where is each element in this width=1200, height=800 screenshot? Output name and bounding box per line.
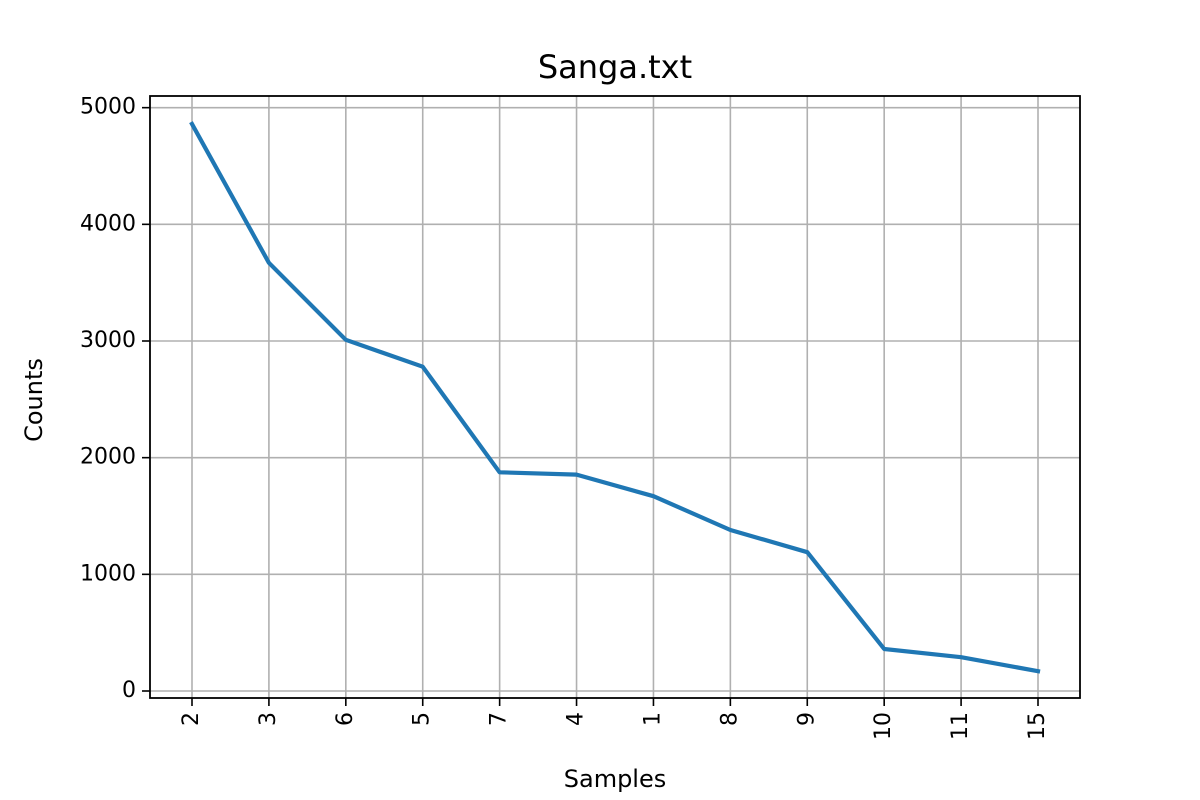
series-line bbox=[189, 121, 1041, 674]
x-tick-label: 4 bbox=[564, 712, 589, 726]
chart-title: Sanga.txt bbox=[538, 48, 692, 86]
y-tick-label: 5000 bbox=[80, 95, 136, 120]
y-tick-label: 0 bbox=[122, 678, 136, 703]
x-tick-label: 5 bbox=[410, 712, 435, 726]
y-tick-label: 4000 bbox=[80, 211, 136, 236]
x-tick-label: 7 bbox=[487, 712, 512, 726]
x-tick-label: 8 bbox=[717, 712, 742, 726]
y-tick-label: 1000 bbox=[80, 561, 136, 586]
x-tick-label: 11 bbox=[948, 712, 973, 740]
y-axis-label: Counts bbox=[20, 358, 48, 442]
y-tick-label: 2000 bbox=[80, 445, 136, 470]
x-gridlines bbox=[191, 96, 1039, 698]
y-tick-label: 3000 bbox=[80, 328, 136, 353]
plot-frame bbox=[149, 95, 1081, 699]
y-gridlines bbox=[150, 106, 1080, 692]
x-tick-label: 10 bbox=[871, 712, 896, 740]
series-layer bbox=[189, 121, 1041, 674]
x-tick-label: 1 bbox=[640, 712, 665, 726]
x-tick-label: 9 bbox=[794, 712, 819, 726]
x-axis: 2 3 6 5 7 4 1 8 9 10 11 15 bbox=[179, 698, 1050, 740]
x-tick-label: 15 bbox=[1025, 712, 1050, 740]
x-tick-label: 2 bbox=[179, 712, 204, 726]
x-axis-label: Samples bbox=[564, 765, 667, 793]
x-tick-label: 6 bbox=[333, 712, 358, 726]
x-tick-label: 3 bbox=[256, 712, 281, 726]
y-axis: 0 1000 2000 3000 4000 5000 bbox=[80, 95, 150, 703]
